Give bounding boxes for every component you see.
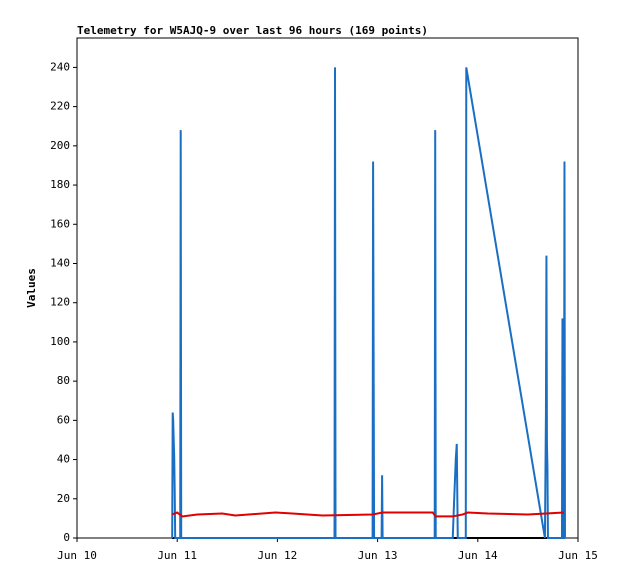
series-line	[171, 67, 566, 539]
y-tick-label: 220	[50, 100, 70, 113]
x-tick-label: Jun 13	[358, 549, 398, 562]
x-tick-label: Jun 14	[458, 549, 498, 562]
series-line	[171, 511, 565, 518]
x-tick-label: Jun 11	[157, 549, 197, 562]
y-tick-label: 80	[57, 374, 70, 387]
y-tick-label: 120	[50, 296, 70, 309]
y-tick-label: 40	[57, 453, 70, 466]
y-axis-label: Values	[25, 268, 38, 308]
y-tick-label: 200	[50, 139, 70, 152]
x-tick-label: Jun 15	[558, 549, 598, 562]
y-tick-label: 180	[50, 178, 70, 191]
x-tick-label: Jun 12	[258, 549, 298, 562]
y-tick-label: 160	[50, 217, 70, 230]
y-tick-label: 240	[50, 60, 70, 73]
y-tick-label: 60	[57, 413, 70, 426]
y-tick-label: 20	[57, 492, 70, 505]
y-tick-label: 0	[63, 531, 70, 544]
x-tick-label: Jun 10	[57, 549, 97, 562]
chart-title: Telemetry for W5AJQ-9 over last 96 hours…	[77, 24, 428, 37]
y-tick-label: 100	[50, 335, 70, 348]
y-tick-label: 140	[50, 256, 70, 269]
